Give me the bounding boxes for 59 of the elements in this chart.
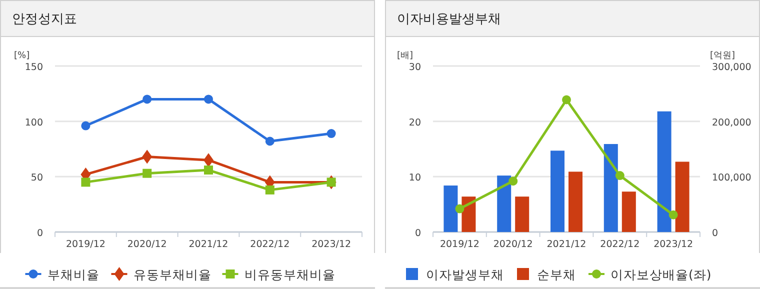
y-axis-title: [%]: [14, 51, 30, 61]
bar: [497, 176, 512, 232]
y-axis-title: [배]: [397, 51, 414, 61]
x-tick-label: 2019/12: [66, 239, 106, 250]
point: [81, 121, 90, 130]
y2-axis-title: [억원]: [710, 51, 736, 61]
bar: [462, 196, 476, 232]
bar: [550, 150, 564, 232]
x-tick-label: 2021/12: [188, 239, 228, 250]
legend-label: 이자보상배율(좌): [610, 267, 712, 282]
y-tick-label: 0: [36, 228, 43, 239]
bar: [515, 196, 530, 232]
point: [668, 210, 678, 220]
chart-title: 안정성지표: [12, 12, 77, 27]
point: [265, 136, 274, 146]
y2-tick-label: 200,000: [712, 117, 752, 128]
x-tick-label: 2022/12: [600, 239, 640, 250]
y-tick-label: 150: [24, 62, 43, 73]
bar: [568, 172, 582, 232]
y-tick-label: 50: [30, 172, 43, 184]
y2-tick-label: 100,000: [712, 172, 752, 184]
point: [265, 185, 274, 194]
legend-label: 유동부채비율: [133, 267, 212, 282]
x-tick-label: 2019/12: [440, 239, 480, 250]
y2-tick-label: 0: [712, 228, 718, 239]
y-tick-label: 10: [408, 172, 421, 184]
chart-title: 이자비용발생부채: [397, 12, 501, 27]
point: [326, 178, 336, 187]
y-tick-label: 100: [24, 117, 43, 128]
y-tick-label: 0: [414, 228, 421, 239]
point: [142, 94, 152, 104]
x-tick-label: 2023/12: [312, 239, 352, 250]
point: [142, 150, 152, 164]
x-tick-label: 2020/12: [493, 239, 533, 250]
x-tick-label: 2022/12: [250, 239, 290, 250]
legend-label: 부채비율: [47, 267, 100, 282]
bar: [604, 144, 618, 232]
point: [204, 166, 213, 175]
y2-tick-label: 300,000: [712, 62, 752, 73]
legend-label: 비유동부채비율: [244, 267, 336, 282]
point: [508, 176, 518, 186]
x-tick-label: 2021/12: [546, 239, 586, 250]
bar: [675, 162, 690, 232]
point: [81, 178, 90, 187]
y-tick-label: 30: [408, 62, 421, 73]
point: [455, 204, 464, 214]
x-tick-label: 2023/12: [654, 239, 694, 250]
legend-label: 이자발생부채: [426, 267, 504, 282]
y-tick-label: 20: [408, 117, 421, 128]
bar: [622, 192, 636, 232]
bar: [444, 186, 458, 232]
legend-label: 순부채: [537, 267, 576, 282]
point: [204, 94, 213, 104]
point: [615, 171, 624, 180]
bar: [657, 111, 672, 232]
x-tick-label: 2020/12: [127, 239, 167, 250]
point: [142, 168, 152, 178]
point: [326, 129, 336, 138]
point: [562, 95, 571, 104]
